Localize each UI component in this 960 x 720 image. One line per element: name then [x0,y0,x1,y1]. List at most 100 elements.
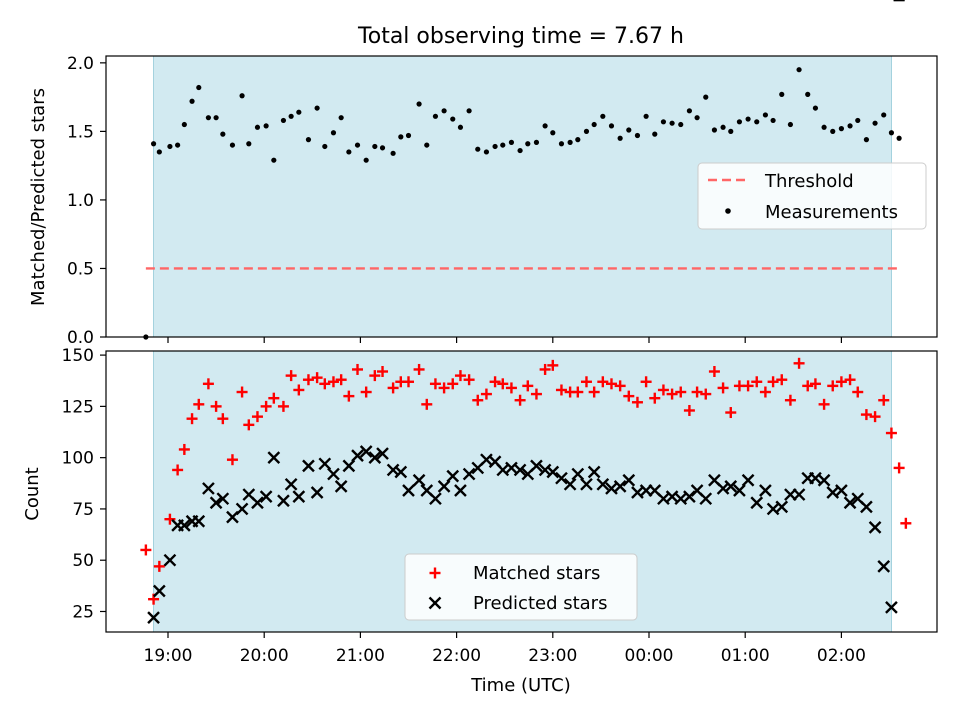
matched-star-point [717,382,729,394]
measurement-point [322,143,328,150]
measurement-point [288,113,294,119]
measurement-point [330,130,337,136]
measurement-point [196,84,202,91]
matched-star-point [377,366,389,378]
matched-star-point [302,374,314,386]
predicted-star-point [885,601,898,614]
count-y-tick-label: 100 [62,449,94,469]
matched-star-point [285,370,297,382]
predicted-star-point [302,459,315,473]
matched-star-point [327,376,339,388]
matched-star-point [623,390,635,402]
matched-star-point [691,386,703,398]
predicted-star-point [152,584,166,598]
measurement-point [812,105,819,111]
ratio-panel-ylabel: Matched/Predicted stars [28,88,49,306]
measurement-point [754,119,760,125]
matched-star-point [725,407,737,419]
matched-star-point [311,372,323,384]
predicted-star-point [192,514,206,528]
measurement-point [432,113,439,119]
predicted-star-point [292,490,306,503]
time-tick-label: 21:00 [336,646,385,666]
matched-star-point [505,382,517,394]
predicted-star-point [724,480,738,493]
measurement-point [652,131,658,137]
matched-star-point [539,363,551,375]
measurement-point [575,137,581,143]
predicted-star-point [351,449,364,462]
x-axis-label: Time (UTC) [470,675,571,696]
measurement-point [271,157,277,163]
matched-star-point [360,386,372,398]
measurement-point [229,142,236,148]
threshold-legend-label: Threshold [764,171,854,192]
measurement-point [608,123,615,129]
predicted-star-point [310,486,324,499]
measurement-point [239,93,245,99]
measurement-point [517,147,523,154]
matched-star-point [472,394,484,406]
matched-star-point [489,376,501,388]
matched-star-point [403,376,414,388]
measurement-point [483,149,490,155]
time-tick-label: 02:00 [817,646,866,666]
measurement-point [770,117,776,124]
measurement-point [838,126,845,132]
measurement-point [175,142,181,148]
matched-star-point [497,378,509,390]
matched-star-point [885,427,897,439]
measurement-point [805,91,811,97]
measurement-point [736,119,743,125]
measurement-point [475,146,481,152]
measurement-point [441,108,447,114]
predicted-star-point [334,480,348,493]
predicted-star-point [759,484,772,497]
measurement-point [643,113,649,119]
measurement-point [263,123,269,129]
measurement-point [338,115,344,121]
matched-star-point [217,413,229,425]
measurement-point [694,115,700,121]
predicted-star-point [792,488,806,501]
measurement-point [830,128,836,134]
measurement-point [508,139,515,145]
predicted-star-point [446,469,460,483]
measurement-point [450,116,456,122]
matched-star-point [547,359,559,371]
predicted-star-point [412,473,426,487]
predicted-star-point [284,477,298,491]
matched-star-point [226,454,238,466]
measurement-point [896,135,902,141]
count-y-tick-label: 125 [62,397,94,417]
measurement-point [542,123,548,129]
measurements-legend-marker [725,208,731,214]
predicted-star-point [868,521,882,534]
predicted-star-point [402,484,415,497]
matched-star-point [860,409,872,421]
matched-star-point [835,376,847,388]
predicted-star-point [563,477,577,491]
matched-star-point [893,462,905,474]
predicted-stars-markers [147,0,905,624]
predicted-star-point [613,480,627,493]
measurement-point [246,141,252,147]
matched-star-point [293,384,305,396]
predicted-star-point [202,482,215,495]
predicted-star-point [209,496,223,510]
matched-star-point [369,370,381,382]
measurement-point [686,108,693,114]
matched-star-point [818,398,830,410]
ratio-panel-x-ticks [167,337,843,343]
time-tick-label: 23:00 [528,646,577,666]
matched-star-point [605,378,617,390]
predicted-star-point [368,451,382,465]
measurement-point [363,157,369,163]
measurement-point [728,128,734,134]
matched-star-point [352,363,364,375]
predicted-star-point [163,553,177,567]
measurement-point [796,67,802,73]
measurement-point [305,137,312,143]
measurement-point [617,135,623,141]
